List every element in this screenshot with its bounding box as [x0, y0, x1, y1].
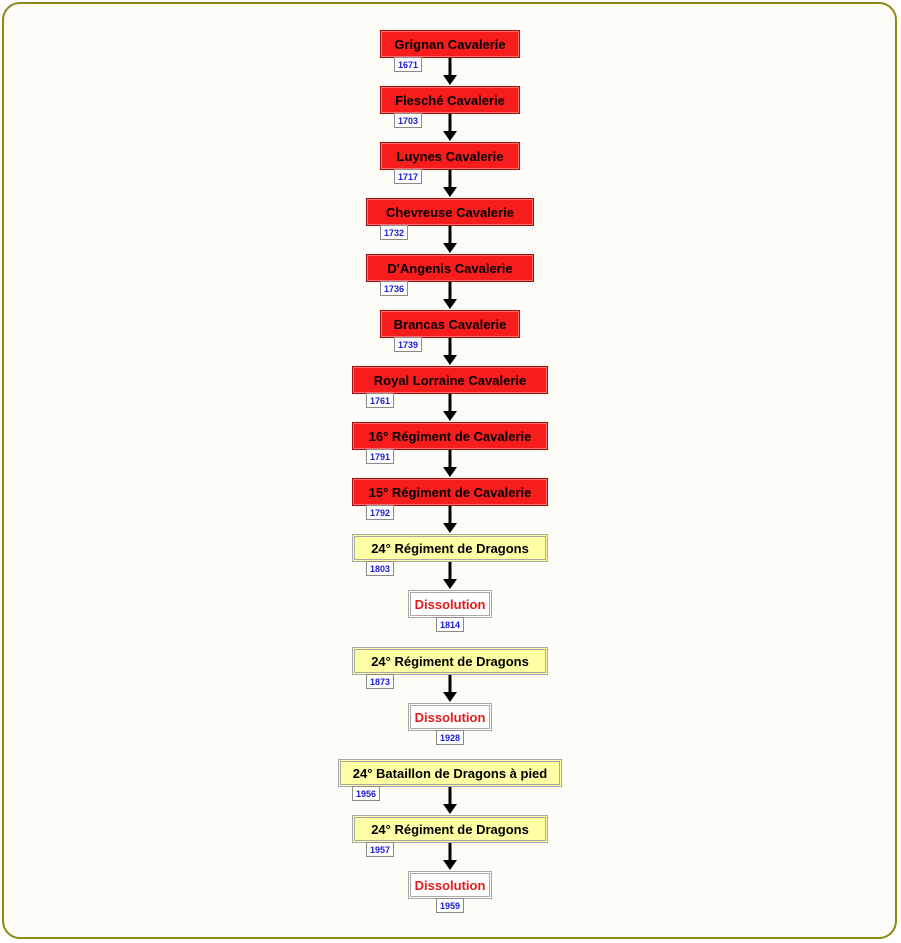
flow-arrow — [443, 787, 457, 814]
flow-arrow — [443, 338, 457, 365]
unit-box: 24° Régiment de Dragons — [352, 534, 548, 562]
flow-arrow — [443, 114, 457, 141]
year-label: 1928 — [436, 730, 464, 745]
year-label: 1736 — [380, 281, 408, 296]
unit-box: 16° Régiment de Cavalerie — [352, 422, 548, 450]
year-label: 1791 — [366, 449, 394, 464]
year-label: 1761 — [366, 393, 394, 408]
dissolution-box: Dissolution — [408, 590, 492, 618]
unit-box: Chevreuse Cavalerie — [366, 198, 534, 226]
unit-box: Royal Lorraine Cavalerie — [352, 366, 548, 394]
year-label: 1957 — [366, 842, 394, 857]
unit-box: D'Angenis Cavalerie — [366, 254, 534, 282]
flow-arrow — [443, 58, 457, 85]
unit-box: 24° Régiment de Dragons — [352, 815, 548, 843]
year-label: 1732 — [380, 225, 408, 240]
flow-arrow — [443, 450, 457, 477]
year-label: 1956 — [352, 786, 380, 801]
flow-arrow — [443, 562, 457, 589]
unit-box: 15° Régiment de Cavalerie — [352, 478, 548, 506]
year-label: 1671 — [394, 57, 422, 72]
flow-arrow — [443, 282, 457, 309]
year-label: 1703 — [394, 113, 422, 128]
dissolution-box: Dissolution — [408, 703, 492, 731]
flow-arrow — [443, 394, 457, 421]
year-label: 1814 — [436, 617, 464, 632]
year-label: 1959 — [436, 898, 464, 913]
flow-arrow — [443, 170, 457, 197]
dissolution-box: Dissolution — [408, 871, 492, 899]
year-label: 1792 — [366, 505, 394, 520]
unit-box: Brancas Cavalerie — [380, 310, 520, 338]
flow-arrow — [443, 506, 457, 533]
year-label: 1739 — [394, 337, 422, 352]
flow-arrow — [443, 675, 457, 702]
unit-box: Luynes Cavalerie — [380, 142, 520, 170]
flow-arrow — [443, 226, 457, 253]
year-label: 1803 — [366, 561, 394, 576]
unit-box: 24° Régiment de Dragons — [352, 647, 548, 675]
unit-box: Flesché Cavalerie — [380, 86, 520, 114]
unit-box: Grignan Cavalerie — [380, 30, 520, 58]
flow-arrow — [443, 843, 457, 870]
unit-box: 24° Bataillon de Dragons à pied — [338, 759, 562, 787]
year-label: 1873 — [366, 674, 394, 689]
year-label: 1717 — [394, 169, 422, 184]
